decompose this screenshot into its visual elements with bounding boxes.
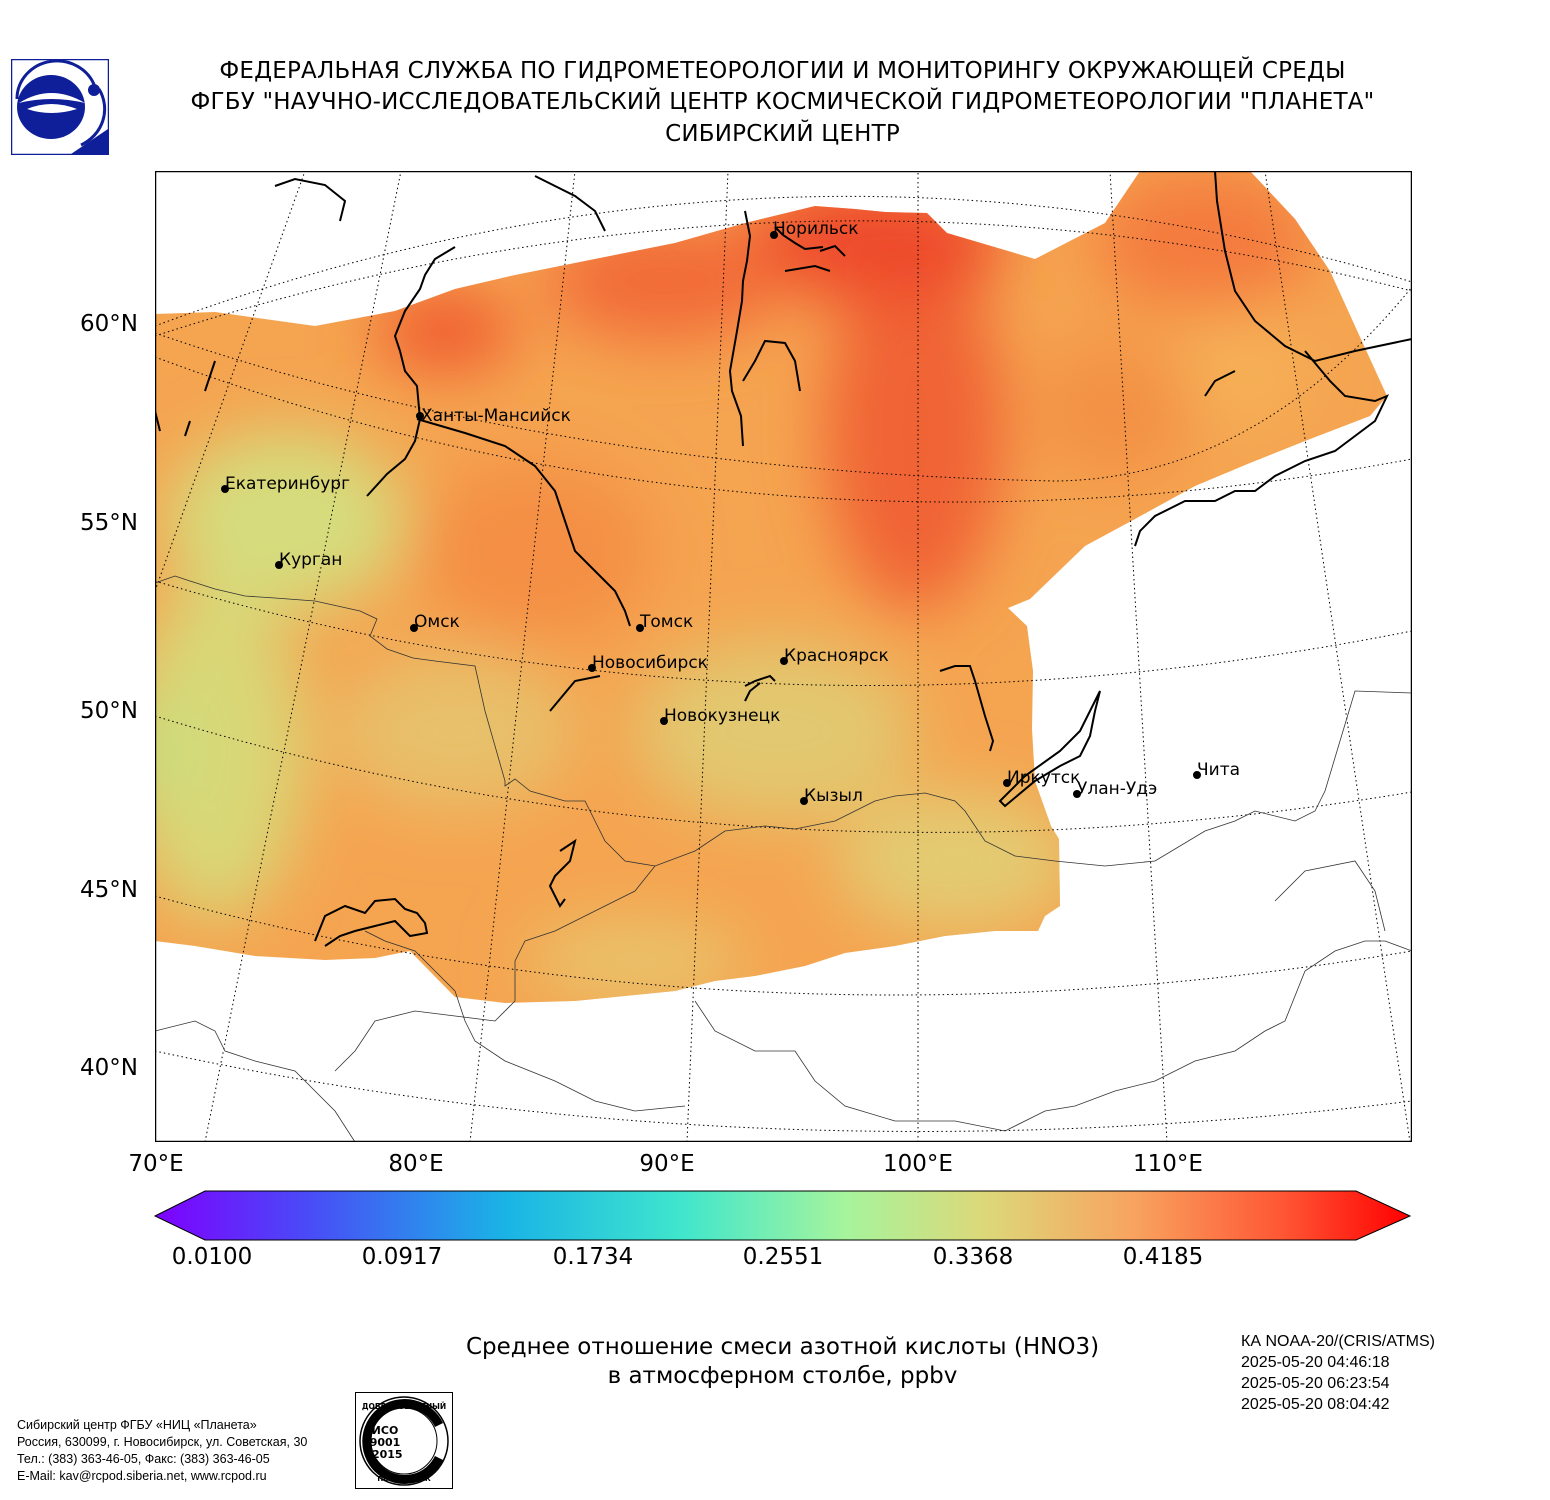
lat-label-40: 40°N	[80, 1055, 138, 1081]
header-line-3: СИБИРСКИЙ ЦЕНТР	[665, 121, 900, 147]
satellite-name: КА NOAA-20/(CRIS/ATMS)	[1241, 1333, 1435, 1350]
footer-email: E-Mail: kav@rcpod.siberia.net, www.rcpod…	[17, 1469, 267, 1483]
footer-phone: Тел.: (383) 363-46-05, Факс: (383) 363-4…	[17, 1452, 270, 1466]
colorbar	[153, 1190, 1412, 1241]
lon-label-80: 80°E	[388, 1151, 444, 1177]
lat-label-45: 45°N	[80, 877, 138, 903]
caption-line-1: Среднее отношение смеси азотной кислоты …	[465, 1334, 1100, 1360]
lat-label-60: 60°N	[80, 311, 138, 337]
colorbar-tick-2: 0.0917	[361, 1244, 443, 1270]
caption-line-2: в атмосферном столбе, ppbv	[607, 1363, 958, 1389]
city-kurgan: Курган	[279, 550, 342, 570]
roshydromet-logo	[11, 59, 109, 155]
graticule	[155, 171, 1412, 1142]
iso-badge: ДОБРОСОВЕСТНЫЙ ИСО 9001 -2015 ПОСТАВЩИК	[355, 1392, 453, 1489]
header-line-1: ФЕДЕРАЛЬНАЯ СЛУЖБА ПО ГИДРОМЕТЕОРОЛОГИИ …	[219, 58, 1346, 84]
satellite-time-3: 2025-05-20 08:04:42	[1241, 1396, 1390, 1413]
map-canvas: Норильск Ханты-Мансийск Екатеринбург Кур…	[154, 170, 1413, 1143]
map-panel: Норильск Ханты-Мансийск Екатеринбург Кур…	[154, 170, 1413, 1143]
colorbar-tick-1: 0.0100	[171, 1244, 253, 1270]
city-irkutsk: Иркутск	[1007, 768, 1080, 788]
footer-org: Сибирский центр ФГБУ «НИЦ «Планета»	[17, 1418, 257, 1432]
iso-top-text: ДОБРОСОВЕСТНЫЙ	[362, 1402, 446, 1411]
colorbar-tick-5: 0.3368	[932, 1244, 1014, 1270]
city-ulan-ude: Улан-Удэ	[1077, 779, 1157, 799]
lon-label-70: 70°E	[128, 1151, 184, 1177]
city-yekaterinburg: Екатеринбург	[225, 474, 350, 494]
lat-label-55: 55°N	[80, 510, 138, 536]
city-kyzyl: Кызыл	[804, 786, 863, 806]
city-novosibirsk: Новосибирск	[592, 653, 708, 673]
colorbar-tick-6: 0.4185	[1122, 1244, 1204, 1270]
city-chita: Чита	[1197, 760, 1240, 780]
iso-line-1: ИСО	[372, 1424, 399, 1437]
hno3-field	[155, 171, 1387, 1003]
city-omsk: Омск	[414, 612, 460, 632]
country-borders	[155, 575, 1412, 1142]
satellite-time-2: 2025-05-20 06:23:54	[1241, 1375, 1390, 1392]
colorbar-tick-3: 0.1734	[552, 1244, 634, 1270]
lon-label-110: 110°E	[1133, 1151, 1203, 1177]
header-line-2: ФГБУ "НАУЧНО-ИССЛЕДОВАТЕЛЬСКИЙ ЦЕНТР КОС…	[190, 89, 1375, 115]
city-tomsk: Томск	[639, 612, 693, 632]
iso-line-2: 9001	[370, 1436, 401, 1449]
lon-label-100: 100°E	[883, 1151, 953, 1177]
rivers-and-coasts	[155, 171, 1412, 947]
city-khanty-mansiysk: Ханты-Мансийск	[421, 406, 571, 426]
colorbar-tick-4: 0.2551	[742, 1244, 824, 1270]
map-frame	[154, 170, 1413, 1143]
city-markers: Норильск Ханты-Мансийск Екатеринбург Кур…	[221, 219, 1240, 806]
lat-label-50: 50°N	[80, 698, 138, 724]
satellite-time-1: 2025-05-20 04:46:18	[1241, 1354, 1390, 1371]
city-krasnoyarsk: Красноярск	[784, 646, 889, 666]
city-novokuznetsk: Новокузнецк	[664, 706, 780, 726]
iso-bottom-text: ПОСТАВЩИК	[377, 1475, 431, 1483]
iso-line-3: -2015	[367, 1448, 402, 1461]
footer-address: Россия, 630099, г. Новосибирск, ул. Сове…	[17, 1435, 308, 1449]
lon-label-90: 90°E	[639, 1151, 695, 1177]
city-norilsk: Норильск	[773, 219, 859, 239]
